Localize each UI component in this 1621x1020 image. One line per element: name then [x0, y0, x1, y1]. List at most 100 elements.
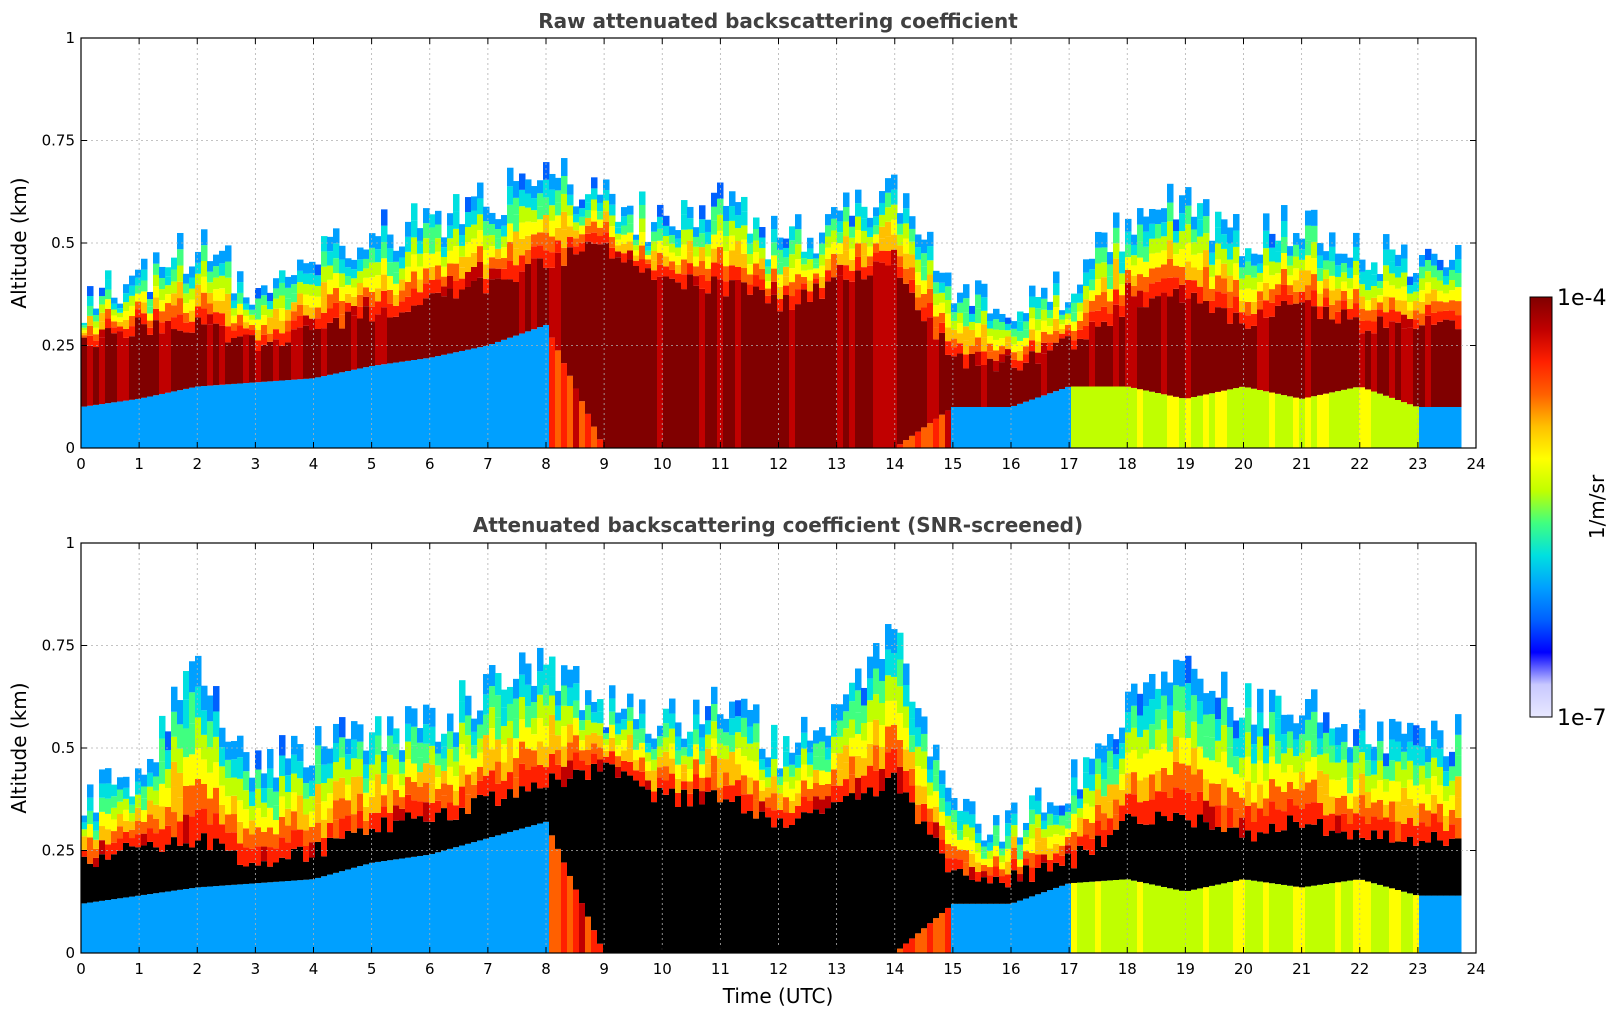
- heat-cell: [159, 892, 166, 953]
- heat-cell: [921, 928, 928, 953]
- heat-cell: [1347, 278, 1354, 289]
- heat-cell: [1311, 802, 1318, 825]
- heat-cell: [459, 256, 466, 268]
- heat-cell: [1167, 705, 1174, 729]
- heat-cell: [285, 309, 292, 321]
- heat-cell: [471, 238, 478, 253]
- heat-cell: [903, 749, 910, 771]
- heat-cell: [783, 797, 790, 813]
- heat-cell: [1395, 288, 1402, 301]
- heat-cell: [699, 274, 706, 289]
- heat-cell: [393, 774, 400, 790]
- heat-cell: [537, 245, 544, 259]
- heat-cell: [843, 711, 850, 729]
- heat-cell: [1341, 759, 1348, 778]
- heat-cell: [1341, 300, 1348, 310]
- heat-cell: [231, 315, 238, 324]
- heat-cell: [153, 762, 160, 777]
- heat-cell: [1005, 323, 1012, 331]
- heat-cell: [831, 242, 838, 254]
- heat-cell: [1083, 259, 1090, 273]
- heat-cell: [399, 257, 406, 269]
- heat-cell: [195, 273, 202, 285]
- heat-cell: [357, 776, 364, 794]
- heat-cell: [921, 733, 928, 752]
- heat-cell: [1149, 238, 1156, 254]
- heat-cell: [333, 228, 340, 244]
- heat-cell: [369, 262, 376, 278]
- heat-cell: [1371, 830, 1378, 884]
- heat-cell: [849, 270, 856, 282]
- heat-cell: [219, 804, 226, 825]
- heat-cell: [1401, 258, 1408, 273]
- heat-cell: [165, 320, 172, 393]
- heat-cell: [81, 327, 88, 331]
- heat-cell: [1431, 265, 1438, 278]
- heat-cell: [567, 687, 574, 706]
- heat-cell: [315, 264, 322, 276]
- heat-cell: [1365, 320, 1372, 331]
- heat-cell: [639, 713, 646, 729]
- heat-cell: [1101, 306, 1108, 322]
- heat-cell: [1245, 301, 1252, 316]
- heat-cell: [357, 294, 364, 307]
- heat-cell: [579, 225, 586, 235]
- heat-cell: [1287, 265, 1294, 276]
- heat-cell: [921, 321, 928, 428]
- heat-cell: [1065, 836, 1072, 846]
- heat-cell: [1185, 298, 1192, 399]
- heat-cell: [441, 237, 448, 248]
- heat-cell: [1023, 851, 1030, 859]
- heat-cell: [387, 754, 394, 775]
- heat-cell: [1149, 749, 1156, 775]
- heat-cell: [897, 277, 904, 445]
- heat-cell: [897, 444, 904, 448]
- heat-cell: [879, 703, 886, 726]
- heat-cell: [1371, 286, 1378, 298]
- heat-cell: [93, 867, 100, 902]
- heat-cell: [219, 747, 226, 767]
- heat-cell: [483, 206, 490, 222]
- heat-cell: [435, 852, 442, 953]
- heat-cell: [141, 302, 148, 314]
- heat-cell: [411, 220, 418, 238]
- heat-cell: [393, 316, 400, 363]
- heat-cell: [633, 780, 640, 953]
- heat-cell: [807, 788, 814, 801]
- heat-cell: [177, 314, 184, 331]
- heat-cell: [1191, 889, 1198, 953]
- heat-cell: [189, 888, 196, 953]
- heat-cell: [537, 258, 544, 328]
- heat-cell: [483, 714, 490, 736]
- heat-cell: [1239, 278, 1246, 290]
- heat-cell: [1041, 331, 1048, 343]
- heat-cell: [1023, 313, 1030, 322]
- heat-cell: [1263, 816, 1270, 834]
- heat-cell: [219, 325, 226, 385]
- heat-cell: [1083, 325, 1090, 340]
- heat-cell: [1323, 306, 1330, 394]
- heat-cell: [1005, 874, 1012, 888]
- heat-cell: [819, 298, 826, 448]
- heat-cell: [1317, 255, 1324, 269]
- heat-cell: [1329, 392, 1336, 448]
- heat-cell: [345, 258, 352, 268]
- heat-cell: [963, 312, 970, 327]
- heat-cell: [1413, 895, 1420, 953]
- heat-cell: [1455, 315, 1462, 330]
- heat-cell: [1167, 682, 1174, 706]
- heat-cell: [1401, 751, 1408, 770]
- heat-cell: [1443, 845, 1450, 896]
- heat-cell: [819, 287, 826, 299]
- heat-cell: [777, 793, 784, 802]
- heat-cell: [1413, 272, 1420, 283]
- heat-cell: [657, 756, 664, 768]
- heat-cell: [873, 643, 880, 669]
- heat-cell: [951, 822, 958, 835]
- heat-cell: [171, 837, 178, 891]
- heat-cell: [1041, 837, 1048, 846]
- heat-cell: [1263, 882, 1270, 953]
- heat-cell: [87, 797, 94, 811]
- heat-cell: [1155, 791, 1162, 812]
- heat-cell: [891, 234, 898, 250]
